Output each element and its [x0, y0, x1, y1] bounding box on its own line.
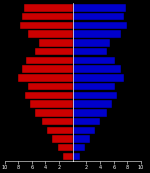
Bar [20, 22, 73, 29]
Bar [73, 65, 121, 73]
Bar [28, 83, 73, 90]
Bar [30, 100, 73, 108]
Bar [28, 30, 73, 38]
Bar [73, 48, 107, 55]
Bar [73, 109, 107, 116]
Bar [73, 39, 110, 47]
Bar [73, 57, 115, 64]
Bar [58, 144, 73, 152]
Bar [73, 127, 95, 134]
Bar [73, 13, 124, 20]
Bar [73, 153, 80, 160]
Bar [73, 30, 121, 38]
Bar [73, 74, 124, 81]
Bar [73, 135, 90, 143]
Bar [35, 48, 73, 55]
Bar [47, 127, 73, 134]
Bar [73, 118, 100, 125]
Bar [22, 13, 73, 20]
Bar [25, 92, 73, 99]
Bar [73, 100, 112, 108]
Bar [73, 144, 85, 152]
Bar [63, 153, 73, 160]
Bar [39, 39, 73, 47]
Bar [42, 118, 73, 125]
Bar [73, 92, 117, 99]
Bar [35, 109, 73, 116]
Bar [73, 4, 126, 12]
Bar [73, 22, 127, 29]
Bar [22, 65, 73, 73]
Bar [18, 74, 73, 81]
Bar [73, 83, 115, 90]
Bar [52, 135, 73, 143]
Bar [24, 4, 73, 12]
Bar [26, 57, 73, 64]
